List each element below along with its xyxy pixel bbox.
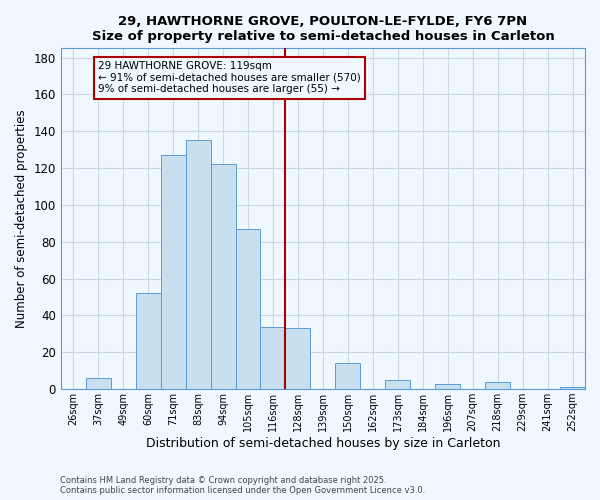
Bar <box>335 364 361 389</box>
Bar <box>236 229 260 389</box>
Bar <box>185 140 211 389</box>
Text: Contains HM Land Registry data © Crown copyright and database right 2025.
Contai: Contains HM Land Registry data © Crown c… <box>60 476 425 495</box>
Y-axis label: Number of semi-detached properties: Number of semi-detached properties <box>15 110 28 328</box>
X-axis label: Distribution of semi-detached houses by size in Carleton: Distribution of semi-detached houses by … <box>146 437 500 450</box>
Text: 29 HAWTHORNE GROVE: 119sqm
← 91% of semi-detached houses are smaller (570)
9% of: 29 HAWTHORNE GROVE: 119sqm ← 91% of semi… <box>98 61 361 94</box>
Bar <box>136 294 161 389</box>
Bar <box>286 328 310 389</box>
Bar <box>211 164 236 389</box>
Bar <box>86 378 111 389</box>
Bar <box>260 326 286 389</box>
Bar <box>560 388 585 389</box>
Title: 29, HAWTHORNE GROVE, POULTON-LE-FYLDE, FY6 7PN
Size of property relative to semi: 29, HAWTHORNE GROVE, POULTON-LE-FYLDE, F… <box>92 15 554 43</box>
Bar <box>435 384 460 389</box>
Bar <box>385 380 410 389</box>
Bar <box>161 155 185 389</box>
Bar <box>485 382 510 389</box>
